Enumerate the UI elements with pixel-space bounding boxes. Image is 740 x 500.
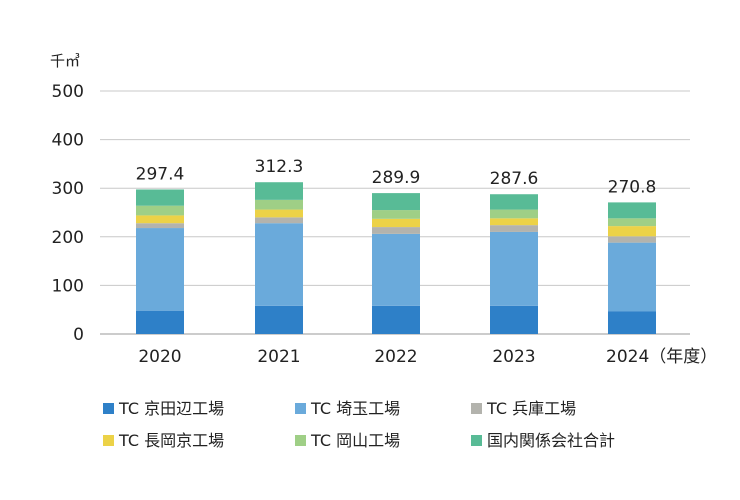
legend: TC 京田辺工場 TC 埼玉工場 TC 兵庫工場 TC 長岡京工場 TC 岡山工場 国内関… xyxy=(103,399,615,450)
bar-segment-1-2020 xyxy=(136,228,184,311)
bar-segment-5-2022 xyxy=(372,193,420,211)
total-label: 287.6 xyxy=(490,169,539,189)
total-labels: 297.4 312.3 289.9 287.6 270.8 xyxy=(136,157,657,197)
x-tick-label: 2024（年度） xyxy=(606,347,717,367)
bar-segment-5-2024 xyxy=(608,202,656,219)
bars xyxy=(136,182,656,334)
legend-item: TC 京田辺工場 xyxy=(103,399,224,418)
legend-swatch xyxy=(103,435,114,446)
bar-segment-0-2021 xyxy=(255,305,303,334)
bar-segment-4-2021 xyxy=(255,199,303,210)
legend-item: TC 兵庫工場 xyxy=(471,399,576,418)
total-label: 297.4 xyxy=(136,164,185,184)
legend-label: TC 岡山工場 xyxy=(310,431,400,450)
bar-segment-5-2021 xyxy=(255,182,303,200)
bar-segment-2-2022 xyxy=(372,227,420,234)
y-tick-label: 400 xyxy=(52,131,84,151)
bar-segment-4-2024 xyxy=(608,218,656,227)
x-tick-label: 2022 xyxy=(374,347,417,367)
legend-item: TC 岡山工場 xyxy=(295,431,400,450)
bar-segment-3-2023 xyxy=(490,218,538,226)
bar-segment-1-2024 xyxy=(608,242,656,312)
bar-segment-0-2022 xyxy=(372,305,420,334)
legend-item: TC 長岡京工場 xyxy=(103,431,224,450)
x-tick-label: 2023 xyxy=(492,347,535,367)
bar-segment-2-2020 xyxy=(136,223,184,229)
bar-segment-5-2023 xyxy=(490,194,538,210)
y-tick-label: 100 xyxy=(52,276,84,296)
bar-segment-3-2020 xyxy=(136,215,184,224)
legend-item: TC 埼玉工場 xyxy=(295,399,400,418)
x-tick-label: 2020 xyxy=(138,347,181,367)
bar-segment-2-2021 xyxy=(255,217,303,224)
total-label: 270.8 xyxy=(608,177,657,197)
bar-segment-4-2020 xyxy=(136,205,184,216)
bar-segment-2-2024 xyxy=(608,236,656,243)
y-tick-label: 300 xyxy=(52,179,84,199)
bar-segment-0-2023 xyxy=(490,305,538,334)
x-axis-unit-suffix: （年度） xyxy=(649,347,717,367)
bar-segment-3-2022 xyxy=(372,218,420,228)
bar-segment-1-2022 xyxy=(372,233,420,306)
bar-segment-1-2023 xyxy=(490,231,538,306)
legend-label: TC 埼玉工場 xyxy=(310,399,400,418)
legend-swatch xyxy=(295,403,306,414)
legend-label: TC 長岡京工場 xyxy=(118,431,224,450)
bar-segment-5-2020 xyxy=(136,189,184,206)
x-tick-label: 2021 xyxy=(257,347,300,367)
legend-label: TC 兵庫工場 xyxy=(486,399,576,418)
y-tick-label: 0 xyxy=(73,325,84,345)
bar-segment-0-2020 xyxy=(136,310,184,334)
total-label: 312.3 xyxy=(255,157,304,177)
bar-segment-2-2023 xyxy=(490,225,538,232)
legend-label: 国内関係会社合計 xyxy=(487,431,615,450)
legend-swatch xyxy=(103,403,114,414)
y-axis-unit-label: 千㎥ xyxy=(50,52,80,70)
bar-segment-3-2021 xyxy=(255,209,303,218)
bar-segment-1-2021 xyxy=(255,223,303,306)
y-tick-label: 500 xyxy=(52,82,84,102)
bar-segment-3-2024 xyxy=(608,226,656,237)
legend-swatch xyxy=(471,435,482,446)
legend-item: 国内関係会社合計 xyxy=(471,431,615,450)
legend-label: TC 京田辺工場 xyxy=(118,399,224,418)
legend-swatch xyxy=(295,435,306,446)
y-axis-ticks: 0 100 200 300 400 500 xyxy=(52,82,84,345)
y-tick-label: 200 xyxy=(52,228,84,248)
bar-segment-4-2023 xyxy=(490,209,538,219)
bar-segment-4-2022 xyxy=(372,210,420,219)
legend-swatch xyxy=(471,403,482,414)
total-label: 289.9 xyxy=(372,168,421,188)
bar-segment-0-2024 xyxy=(608,311,656,334)
x-axis-ticks: 2020 2021 2022 2023 2024（年度） xyxy=(138,347,717,367)
